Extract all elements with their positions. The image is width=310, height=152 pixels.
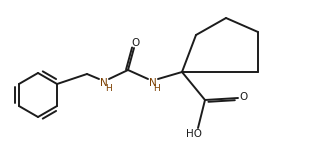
Text: N: N bbox=[149, 78, 157, 88]
Text: HO: HO bbox=[186, 129, 202, 139]
Text: O: O bbox=[131, 38, 139, 48]
Text: H: H bbox=[105, 84, 111, 93]
Text: N: N bbox=[100, 78, 108, 88]
Text: O: O bbox=[240, 92, 248, 102]
Text: H: H bbox=[154, 84, 160, 93]
